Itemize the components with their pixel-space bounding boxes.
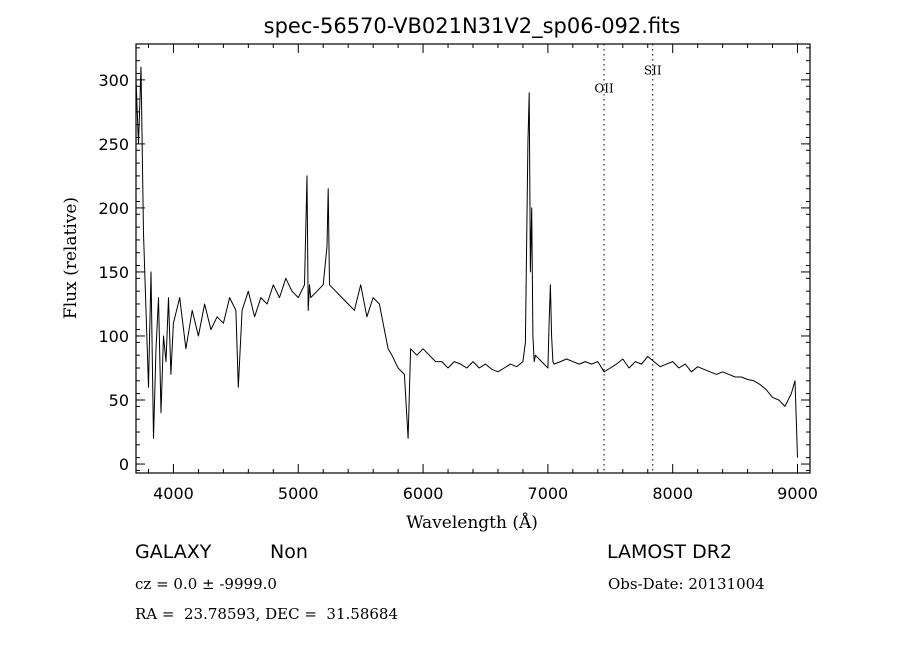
x-tick-label: 7000: [528, 484, 569, 503]
y-tick-label: 250: [98, 135, 129, 154]
spectrum-line: [135, 66, 798, 458]
object-subclass: Non: [270, 541, 308, 563]
y-axis-label: Flux (relative): [61, 197, 81, 319]
x-tick-label: 9000: [777, 484, 818, 503]
x-tick-label: 6000: [403, 484, 444, 503]
x-axis-label: Wavelength (Å): [406, 512, 538, 533]
axis-ticks: 4000 5000 6000 7000 8000 9000 0 50 100 150 200 250 3…: [98, 44, 818, 503]
annotation-label: SII: [644, 64, 662, 78]
y-tick-label: 150: [98, 263, 129, 282]
object-class: GALAXY: [135, 541, 212, 563]
y-tick-label: 0: [119, 455, 129, 474]
annotation-layer: OII SII: [594, 44, 662, 473]
annotation-label: OII: [594, 82, 614, 96]
x-tick-label: 5000: [278, 484, 319, 503]
redshift-text: cz = 0.0 ± -9999.0: [135, 575, 277, 593]
y-tick-label: 200: [98, 199, 129, 218]
chart-title: spec-56570-VB021N31V2_sp06-092.fits: [264, 14, 681, 39]
plot-frame: [135, 43, 811, 474]
x-tick-label: 4000: [153, 484, 194, 503]
survey-name: LAMOST DR2: [607, 541, 732, 563]
obs-date: Obs-Date: 20131004: [608, 575, 765, 593]
y-tick-label: 100: [98, 327, 129, 346]
y-tick-label: 300: [98, 71, 129, 90]
x-tick-label: 8000: [652, 484, 693, 503]
series-layer: [135, 66, 798, 458]
coordinates: RA = 23.78593, DEC = 31.58684: [135, 605, 399, 623]
y-tick-label: 50: [109, 391, 129, 410]
